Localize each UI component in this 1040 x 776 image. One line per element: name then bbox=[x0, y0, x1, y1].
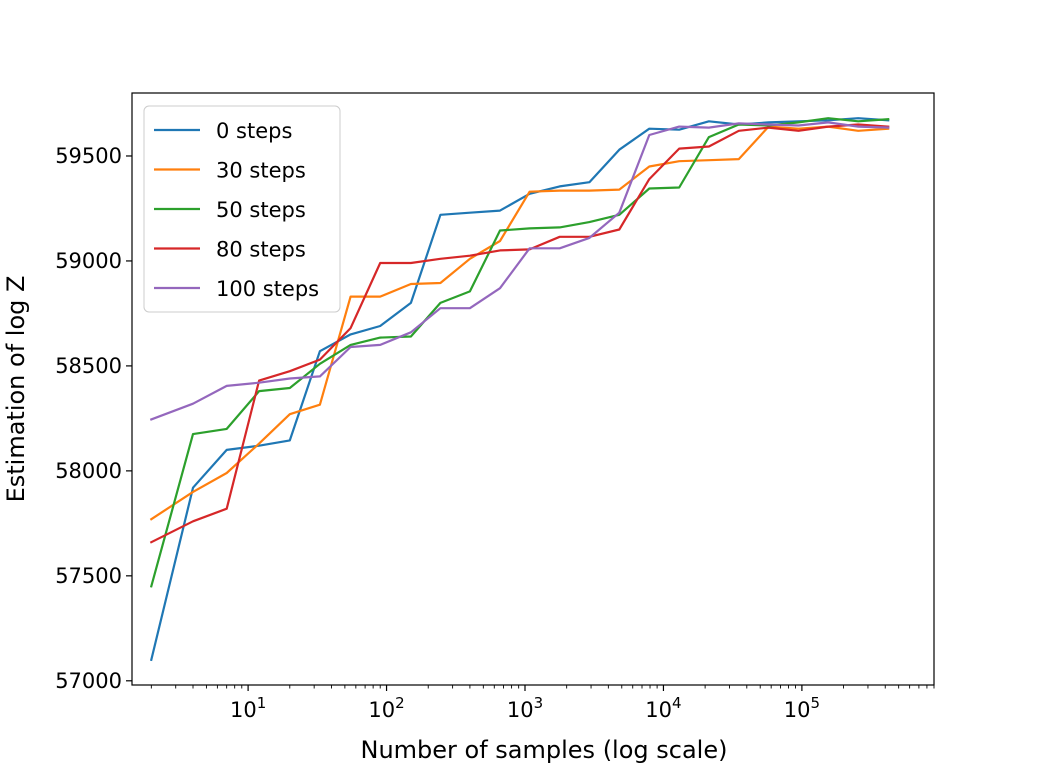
legend-label: 100 steps bbox=[216, 277, 319, 301]
legend-label: 0 steps bbox=[216, 119, 292, 143]
x-tick-label: 102 bbox=[368, 694, 404, 722]
series-line-100-steps bbox=[149, 121, 890, 421]
x-tick-label: 101 bbox=[230, 694, 266, 722]
y-tick-label: 59500 bbox=[55, 144, 122, 168]
plot-frame bbox=[131, 92, 935, 686]
y-axis-label: Estimation of log Z bbox=[2, 276, 30, 503]
legend-box bbox=[143, 105, 341, 313]
y-axis: 57000 57500 58000 58500 59000 59500 bbox=[55, 144, 132, 693]
y-tick-label: 57000 bbox=[55, 669, 122, 693]
legend: 0 steps 30 steps 50 steps 80 steps 100 steps bbox=[143, 105, 341, 313]
x-tick-label: 105 bbox=[784, 694, 820, 722]
legend-label: 50 steps bbox=[216, 198, 306, 222]
y-tick-label: 57500 bbox=[55, 564, 122, 588]
x-tick-label: 103 bbox=[507, 694, 543, 722]
series-layer bbox=[149, 117, 890, 662]
legend-label: 30 steps bbox=[216, 159, 306, 183]
x-axis: 101 102 103 104 105 bbox=[150, 685, 935, 722]
y-tick-label: 58000 bbox=[55, 459, 122, 483]
y-tick-label: 58500 bbox=[55, 354, 122, 378]
x-tick-label: 104 bbox=[645, 694, 681, 722]
y-tick-label: 59000 bbox=[55, 249, 122, 273]
legend-label: 80 steps bbox=[216, 238, 306, 262]
x-axis-label: Number of samples (log scale) bbox=[361, 736, 728, 764]
